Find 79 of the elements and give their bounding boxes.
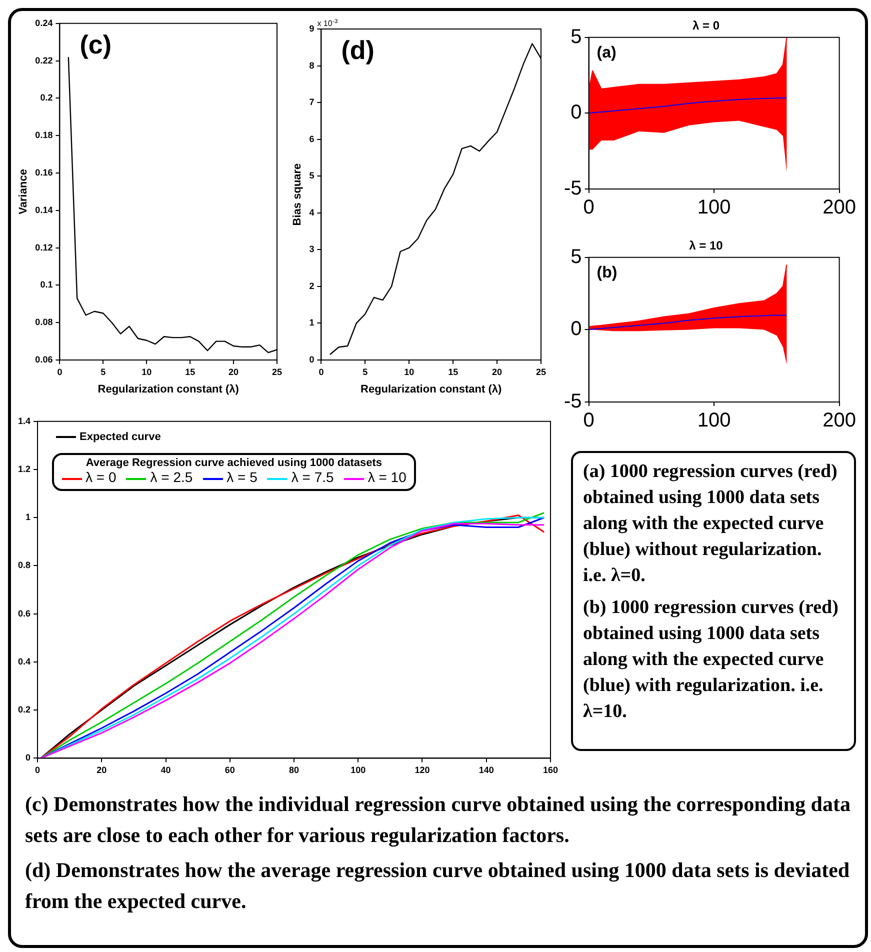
legend-label: λ = 2.5: [149, 469, 193, 486]
y-axis-title: Bias square: [292, 163, 304, 226]
x-axis-title: Regularization constant (λ): [360, 383, 502, 396]
x-tick-label: 100: [697, 410, 731, 432]
y-tick-label: 5: [309, 170, 314, 181]
x-tick-label: 10: [404, 366, 414, 377]
y-tick-label: 0.2: [18, 704, 31, 715]
x-tick-label: 15: [448, 366, 458, 377]
x-tick-label: 15: [185, 366, 196, 377]
annotation: (c): [80, 29, 112, 60]
chart-title: λ = 0: [692, 18, 720, 33]
x-tick-label: 80: [288, 765, 300, 776]
x-tick-label: 120: [414, 765, 430, 776]
y-tick-label: 6: [309, 134, 314, 144]
y-tick-label: 4: [309, 207, 314, 218]
y-axis-title: Variance: [18, 169, 30, 214]
x-tick-label: 20: [492, 366, 502, 377]
y-tick-label: 2: [309, 280, 314, 291]
legend-label: λ = 7.5: [290, 469, 334, 486]
text: (a) 1000 regression curves (red) obtained using 1000 data sets along with the expected curve (blue) without regularization. i.e. λ=0.: [583, 460, 838, 588]
y-tick-label: 0.24: [35, 18, 53, 28]
y-tick-label: 1: [25, 512, 31, 522]
x-tick-label: 10: [142, 366, 152, 377]
x-tick-label: 0: [57, 366, 62, 377]
y-tick-label: 0: [570, 102, 582, 124]
x-tick-label: 200: [822, 410, 856, 432]
y-tick-label: 1.2: [18, 464, 31, 474]
y-tick-label: -5: [564, 390, 582, 413]
y-tick-label: 0.06: [35, 354, 53, 364]
y-tick-label: 0.1: [40, 280, 53, 290]
y-tick-label: 9: [309, 23, 314, 34]
annotation: (b): [596, 264, 618, 282]
x-axis-title: Regularization constant (λ): [98, 383, 240, 396]
y-tick-label: 0.12: [35, 242, 53, 252]
y-tick-label: 0.6: [18, 608, 31, 618]
x-tick-label: 40: [160, 765, 171, 776]
x-tick-label: 0: [318, 366, 324, 377]
legend-label: λ = 5: [226, 469, 258, 486]
text: (b) 1000 regression curves (red) obtained using 1000 data sets along with the expected curve (blue) with regularization. i.e. λ=10.: [583, 596, 840, 724]
legend-label: λ = 10: [366, 469, 406, 486]
y-tick-label: 0.2: [40, 92, 53, 103]
chart-title: λ = 10: [689, 238, 724, 253]
y-tick-label: -5: [564, 178, 582, 200]
x-tick-label: 140: [478, 765, 494, 776]
legend-label: λ = 0: [84, 469, 116, 486]
legend-title: Average Regression curve achieved using 1000 datasets: [84, 457, 383, 470]
legend-label: Expected curve: [78, 431, 162, 444]
text: (c) Demonstrates how the individual regression curve obtained using the corresponding data sets are close to each other for various regularization factors.: [25, 791, 852, 849]
x-tick-label: 5: [100, 366, 106, 377]
annotation: (a): [596, 44, 616, 62]
x-tick-label: 60: [224, 765, 235, 776]
annotation: (d): [341, 35, 374, 65]
y-tick-label: 0: [570, 318, 582, 340]
x-tick-label: 25: [272, 366, 282, 377]
x-tick-label: 200: [822, 196, 856, 219]
x-tick-label: 160: [542, 765, 558, 776]
y-tick-label: 1.4: [18, 416, 31, 426]
y-tick-label: 0.08: [35, 317, 53, 328]
y-tick-label: 0: [309, 354, 314, 364]
y-tick-label: 3: [309, 244, 314, 254]
y-tick-label: 0.8: [18, 560, 31, 570]
y-tick-label: 5: [570, 26, 582, 48]
y-tick-label: 8: [309, 60, 314, 70]
x-tick-label: 100: [697, 196, 731, 219]
x-tick-label: 20: [96, 765, 107, 776]
y-tick-label: 1: [309, 318, 314, 328]
x-tick-label: 20: [228, 366, 239, 377]
text: (d) Demonstrates how the average regression curve obtained using 1000 data sets is deviated from the expected curve.: [25, 857, 851, 915]
x-tick-label: 25: [536, 366, 546, 377]
x-tick-label: 100: [350, 765, 366, 776]
y-tick-label: 0.16: [35, 167, 53, 178]
y-tick-label: 0.4: [18, 656, 31, 666]
y-tick-label: 0.14: [35, 204, 53, 215]
y-tick-label: 7: [309, 97, 314, 108]
y-tick-label: 0.18: [35, 130, 53, 140]
y-tick-label: 0.22: [35, 55, 53, 66]
y-tick-label: 0: [25, 752, 31, 763]
y-tick-label: 5: [570, 246, 582, 268]
x-tick-label: 5: [362, 366, 368, 377]
